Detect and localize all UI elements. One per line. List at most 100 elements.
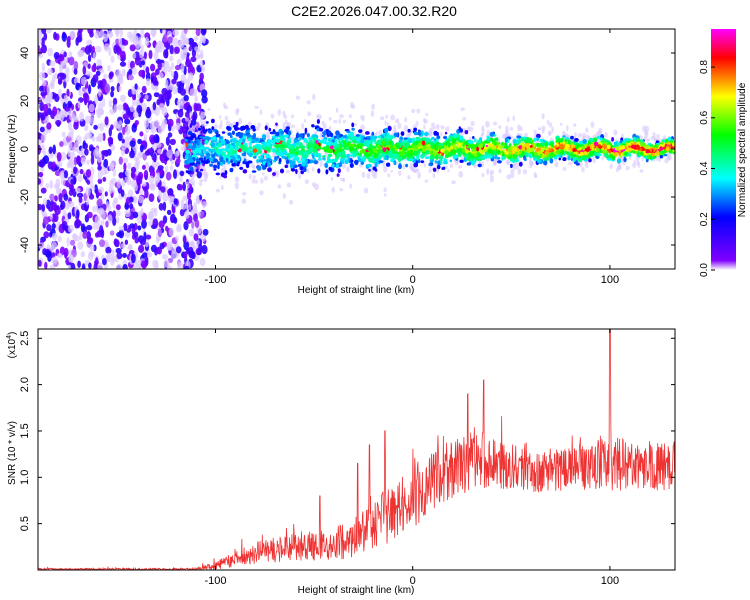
- spectrogram-cell: [451, 137, 456, 143]
- spectrogram-cell: [146, 234, 152, 240]
- spectrogram-cell: [349, 183, 353, 189]
- spectrogram-cell: [167, 118, 174, 127]
- spectrogram-cell: [370, 135, 375, 141]
- spectrogram-cell: [372, 166, 377, 171]
- spectrogram-cell: [198, 243, 203, 252]
- spectrogram-cell: [231, 142, 235, 146]
- spectrogram-cell: [84, 148, 89, 156]
- spectrogram-cell: [209, 157, 214, 162]
- spectrogram-cell: [124, 209, 131, 218]
- spectrogram-cell: [195, 152, 200, 156]
- spectrogram-cell: [224, 148, 228, 152]
- spectrogram-cell: [515, 150, 518, 156]
- spectrogram-cell: [198, 157, 204, 161]
- spectrogram-cell: [120, 189, 125, 197]
- spectrogram-cell: [109, 108, 115, 115]
- spectrogram-cell: [493, 140, 497, 147]
- spectrogram-cell: [190, 178, 195, 186]
- spectrogram-cell: [110, 124, 114, 130]
- spectrogram-cell: [44, 261, 48, 269]
- spectrogram-cell: [139, 131, 144, 137]
- spectrogram-cell: [361, 171, 366, 178]
- spectrogram-cell: [398, 151, 402, 154]
- figure-title: C2E2.2026.047.00.32.R20: [291, 3, 457, 19]
- spectrogram-cell: [388, 149, 392, 156]
- spectrogram-cell: [75, 135, 82, 145]
- spectrogram-cell: [153, 207, 158, 217]
- spectrogram-cell: [424, 156, 430, 160]
- spectrogram-cell: [256, 149, 260, 155]
- spectrogram-cell: [441, 152, 445, 156]
- spectrogram-cell: [161, 29, 167, 35]
- spectrogram-cell: [137, 138, 143, 145]
- spectrogram-cell: [273, 159, 276, 163]
- spectrogram-cell: [618, 151, 622, 155]
- spectrogram-cell: [217, 164, 220, 170]
- spectrogram-cell: [388, 135, 394, 140]
- spectrogram-cell: [168, 227, 175, 237]
- spectrogram-cell: [466, 145, 471, 149]
- spectrogram-cell: [116, 210, 121, 217]
- spectrogram-cell: [493, 121, 498, 126]
- spectrogram-cell: [152, 76, 158, 86]
- spectrogram-cell: [58, 192, 63, 203]
- spectrogram-cell: [398, 163, 402, 170]
- spectrogram-cell: [288, 130, 292, 136]
- spectrogram-cell: [459, 128, 464, 133]
- colorbar-tick-label: 0.8: [699, 60, 710, 74]
- spectrogram-cell: [170, 250, 177, 260]
- spectrogram-cell: [363, 187, 369, 194]
- spectrogram-cell: [588, 158, 592, 163]
- spectrogram-cell: [220, 167, 225, 174]
- spectrogram-cell: [129, 44, 136, 52]
- y-tick-label: 0: [19, 146, 31, 152]
- spectrogram-cell: [153, 134, 160, 144]
- spectrogram-cell: [149, 182, 155, 190]
- spectrogram-cell: [107, 214, 113, 224]
- spectrogram-cell: [87, 237, 94, 245]
- spectrogram-cell: [144, 94, 149, 100]
- x-tick-label: -100: [204, 575, 226, 587]
- spectrogram-cell: [311, 134, 315, 138]
- spectrogram-cell: [129, 140, 136, 148]
- spectrogram-cell: [152, 218, 159, 229]
- spectrogram-cell: [75, 82, 80, 91]
- spectrogram-cell: [319, 162, 323, 168]
- spectrogram-cell: [366, 172, 371, 179]
- spectrogram-cell: [456, 130, 460, 134]
- spectrogram-cell: [458, 171, 464, 178]
- spectrogram-cell: [312, 93, 316, 101]
- spectrogram-cell: [57, 89, 62, 98]
- spectrogram-cell: [425, 139, 429, 143]
- spectrogram-cell: [282, 193, 286, 199]
- spectrogram-cell: [92, 205, 97, 212]
- spectrogram-cell: [338, 118, 342, 124]
- spectrogram-cell: [567, 139, 571, 145]
- spectrogram-cell: [210, 142, 216, 148]
- spectrogram-cell: [234, 149, 237, 155]
- spectrogram-cell: [201, 244, 208, 255]
- spectrogram-cell: [351, 159, 354, 163]
- spectrogram-cell: [328, 166, 333, 171]
- spectrogram-cell: [378, 160, 384, 164]
- spectrogram-cell: [451, 149, 457, 155]
- spectrogram-cell: [326, 156, 330, 162]
- spectrogram-cell: [316, 114, 319, 118]
- spectrogram-cell: [304, 158, 308, 164]
- spectrogram-cell: [467, 153, 471, 159]
- spectrogram-cell: [205, 128, 208, 132]
- spectrogram-cell: [237, 161, 241, 164]
- spectrogram-cell: [412, 137, 416, 143]
- spectrogram-cell: [99, 122, 105, 132]
- spectrogram-cell: [170, 70, 175, 78]
- spectrogram-cell: [67, 212, 72, 220]
- spectrogram-cell: [575, 160, 578, 165]
- spectrogram-cell: [189, 159, 194, 163]
- spectrogram-cell: [46, 96, 51, 104]
- spectrogram-cell: [38, 203, 43, 211]
- spectrogram-cell: [395, 118, 400, 124]
- spectrogram-cell: [38, 53, 44, 59]
- spectrogram-cell: [252, 155, 257, 159]
- spectrogram-cell: [328, 141, 332, 146]
- spectrogram-cell: [469, 140, 474, 145]
